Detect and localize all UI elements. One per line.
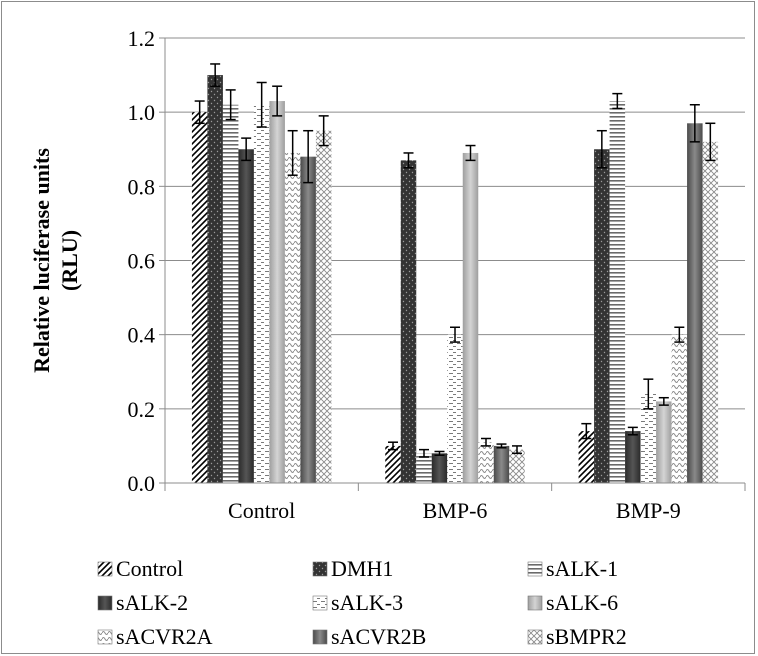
bar [702,141,719,484]
legend-swatch [97,629,113,645]
legend-swatch [312,595,328,611]
y-tick-label: 0.0 [128,471,156,496]
y-axis-label: (RLU) [57,230,82,291]
bar [222,104,239,483]
legend-label: sALK-3 [331,590,403,615]
legend-swatch [312,629,328,645]
bar [416,453,432,483]
legend-swatch [527,561,543,577]
axes [159,37,746,491]
y-tick-label: 1.0 [128,100,156,125]
bar [315,130,332,484]
legend-label: Control [116,556,183,581]
legend-swatch [312,561,328,577]
bar [238,149,254,483]
bar [493,445,510,483]
bar [640,394,657,483]
bar [462,152,479,484]
bar [385,445,401,483]
legend-label: DMH1 [331,556,393,581]
legend-label: sBMPR2 [546,624,627,649]
bar [253,104,270,483]
legend-label: sALK-1 [546,556,618,581]
y-tick-label: 0.6 [128,249,156,274]
legend-swatch [527,595,543,611]
bar [478,442,494,483]
y-tick-label: 0.4 [128,323,156,348]
axis-labels: 0.0 0.2 0.4 0.6 0.8 1.0 1.2 Control BMP-6 BMP-9 Re… [29,26,681,523]
x-category-label: BMP-6 [423,498,488,523]
legend-label: sALK-6 [546,590,618,615]
bar [594,149,610,483]
y-tick-label: 0.2 [128,397,156,422]
legend-label: sALK-2 [116,590,188,615]
y-tick-label: 0.8 [128,174,156,199]
bar [284,152,301,484]
legend-swatch [97,595,113,611]
bar [447,334,463,483]
bar [687,123,703,484]
bar [431,453,448,483]
bar [300,156,316,483]
legend-swatch [527,629,543,645]
bar [656,401,672,483]
y-axis-label: Relative luciferase units [29,148,54,373]
legend-swatch [97,561,113,577]
x-category-label: BMP-9 [616,498,681,523]
bar [671,334,688,483]
legend: Control DMH1 sALK-1 sALK-2 sALK-3 sALK-6 sACVR… [97,556,627,649]
bars [191,63,719,484]
bar [609,101,626,484]
bar [400,160,417,483]
legend-label: sACVR2A [116,624,213,649]
bar [578,431,595,483]
bar [625,431,641,483]
bar [207,75,223,483]
y-tick-label: 1.2 [128,26,156,51]
bar [191,112,208,484]
legend-label: sACVR2B [331,624,426,649]
bar [269,101,285,484]
bar [509,449,525,483]
x-category-label: Control [228,498,295,523]
